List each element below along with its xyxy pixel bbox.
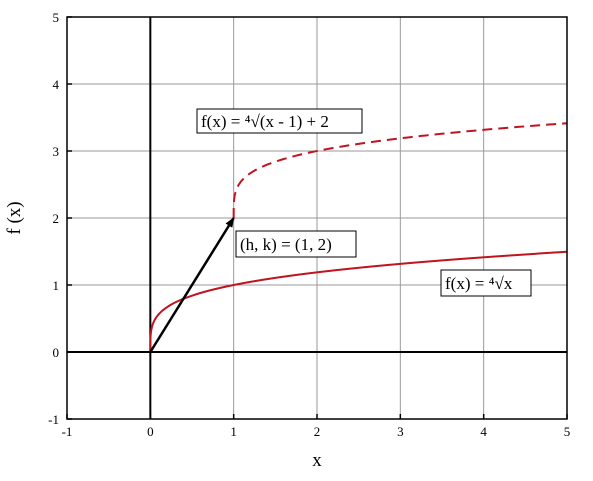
y-tick-label: 3 <box>53 144 60 159</box>
annotation-vertex: (h, k) = (1, 2) <box>235 230 357 258</box>
y-tick-label: 2 <box>53 211 60 226</box>
y-tick-label: 4 <box>53 77 60 92</box>
x-tick-label: 4 <box>480 424 487 439</box>
y-tick-label: 1 <box>53 278 60 293</box>
x-tick-label: 2 <box>314 424 321 439</box>
translation-arrow <box>149 217 235 353</box>
y-axis-title: f (x) <box>4 201 25 234</box>
arrow-layer <box>149 217 235 353</box>
series-line-base <box>149 250 568 352</box>
series-group <box>149 122 568 352</box>
annotation-shifted-function-text: f(x) = ⁴√(x - 1) + 2 <box>201 112 329 131</box>
y-tick-label: 0 <box>53 345 60 360</box>
series-line-shifted <box>232 122 568 218</box>
x-tick-label: 1 <box>230 424 237 439</box>
x-axis-title: x <box>312 450 322 471</box>
annotation-vertex-box <box>235 230 357 258</box>
y-tick-label: -1 <box>48 412 59 427</box>
ticks: -1 0 1 2 3 4 5 -1 0 1 2 3 4 5 <box>48 10 570 439</box>
x-tick-label: 5 <box>564 424 571 439</box>
annotation-vertex-text: (h, k) = (1, 2) <box>240 235 332 254</box>
y-tick-label: 5 <box>53 10 60 25</box>
annotation-shifted-function-box <box>196 108 363 134</box>
annotation-base-function: f(x) = ⁴√x <box>440 269 532 297</box>
annotation-shifted-function: f(x) = ⁴√(x - 1) + 2 <box>196 108 363 134</box>
annotation-base-function-text: f(x) = ⁴√x <box>445 274 513 293</box>
x-tick-label: -1 <box>62 424 73 439</box>
annotation-base-function-box <box>440 269 532 297</box>
x-tick-label: 0 <box>147 424 154 439</box>
x-tick-label: 3 <box>397 424 404 439</box>
